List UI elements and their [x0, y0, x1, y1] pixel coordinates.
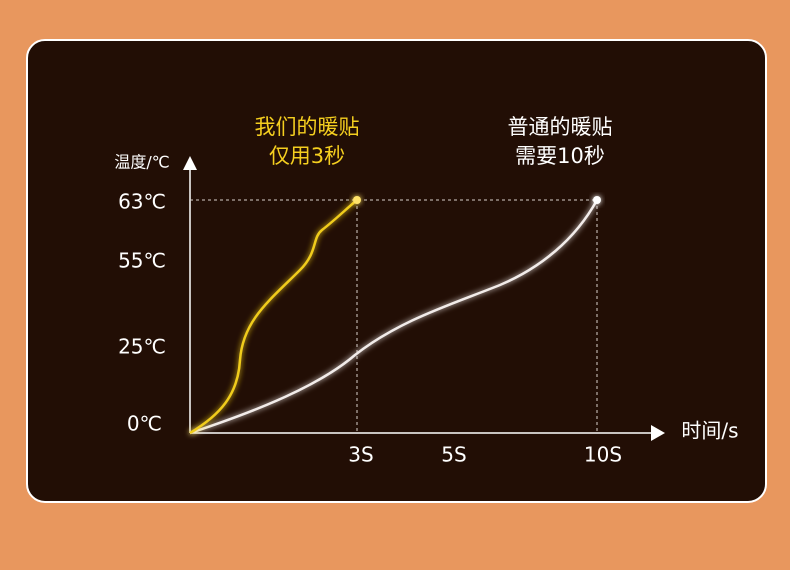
normal-curve [189, 199, 599, 435]
x-tick-label: 3S [348, 443, 373, 467]
y-tick-label: 25℃ [118, 335, 166, 359]
our-curve [189, 199, 358, 435]
normal-title: 普通的暖贴 [508, 115, 613, 139]
x-arrow [651, 425, 665, 441]
y-tick-label: 0℃ [127, 412, 162, 436]
x-tick-label: 5S [441, 443, 466, 467]
our-note: 仅用3秒 [269, 144, 345, 168]
y-axis-label: 温度/℃ [114, 153, 169, 172]
our-title: 我们的暖贴 [255, 115, 360, 139]
guides [190, 199, 598, 433]
x-axis-label: 时间/s [681, 419, 738, 443]
y-tick-label: 63℃ [118, 190, 166, 214]
y-tick-label: 55℃ [118, 249, 166, 273]
x-tick-label: 10S [584, 443, 622, 467]
our-end-dot [353, 196, 361, 204]
normal-end-dot [593, 196, 601, 204]
normal-note: 需要10秒 [515, 144, 605, 168]
y-arrow [183, 156, 197, 170]
card [26, 39, 767, 503]
